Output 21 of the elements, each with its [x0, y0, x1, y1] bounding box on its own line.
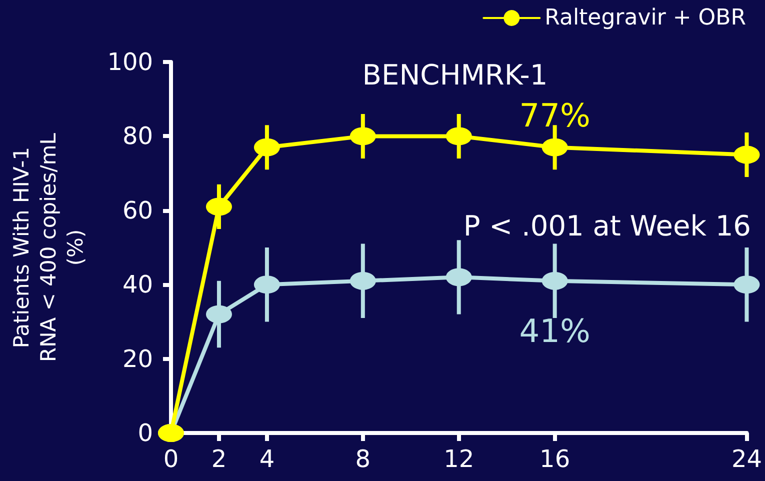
point	[206, 198, 232, 216]
point	[206, 305, 232, 324]
x-tick-label: 12	[444, 445, 474, 473]
y-tick-label: 80	[122, 122, 153, 150]
y-tick-label: 20	[122, 344, 153, 373]
y-tick-label: 60	[122, 196, 153, 224]
x-tick-label: 0	[163, 445, 179, 473]
x-tick-label: 24	[731, 445, 762, 473]
x-tick-label: 16	[540, 445, 570, 473]
annotation: P < .001 at Week 16	[463, 210, 751, 242]
x-tick-label: 8	[355, 445, 371, 473]
chart-title: BENCHMRK-1	[362, 58, 548, 92]
annotation: 41%	[519, 312, 590, 350]
y-tick-label: 40	[122, 270, 153, 299]
legend-label: Raltegravir + OBR	[544, 6, 746, 30]
annotation: 77%	[519, 96, 590, 134]
y-axis-title: Patients With HIV-1 RNA < 400 copies/mL (%)	[10, 132, 88, 362]
x-tick-label: 2	[211, 445, 227, 473]
y-tick-label: 0	[138, 419, 153, 447]
x-tick-label: 4	[259, 445, 275, 473]
y-tick-label: 100	[107, 48, 153, 76]
